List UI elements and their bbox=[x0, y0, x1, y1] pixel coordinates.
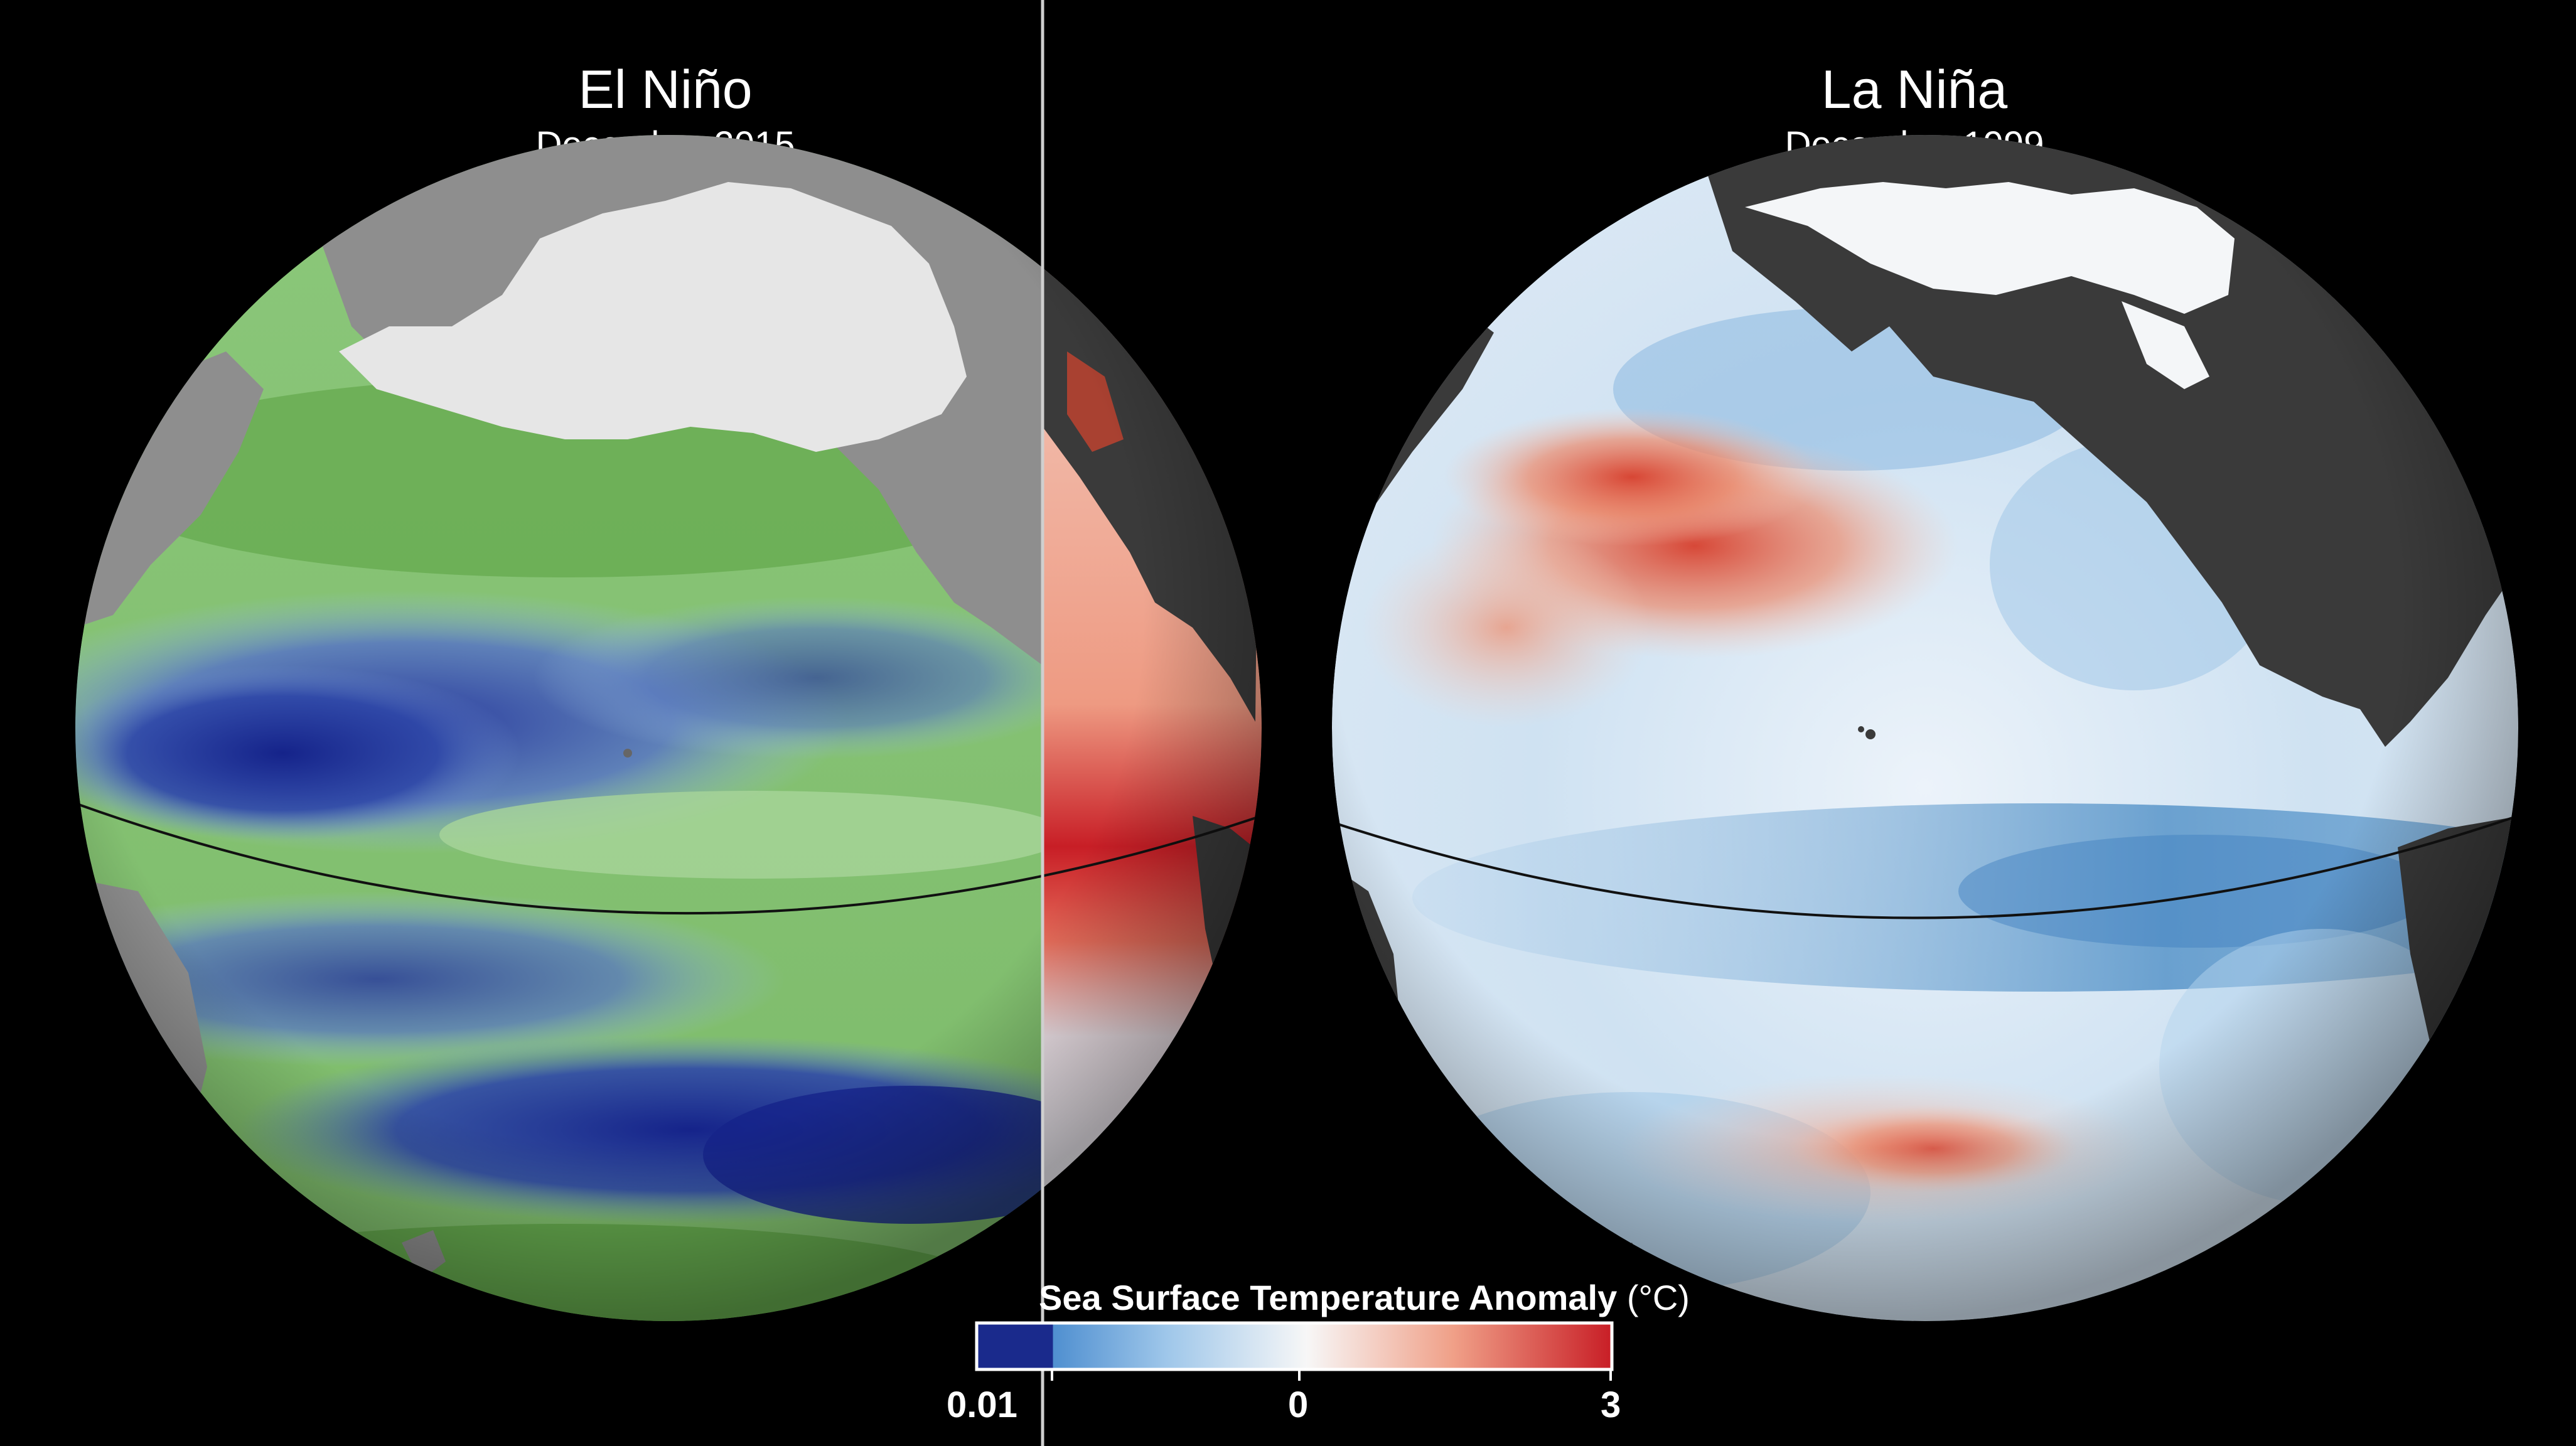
legend-tick-mid: 0 bbox=[1288, 1384, 1309, 1425]
legend-unit: (°C) bbox=[1626, 1278, 1690, 1317]
legend-title: Sea Surface Temperature Anomaly (°C) bbox=[1039, 1277, 1690, 1318]
el-nino-globe bbox=[75, 135, 1262, 1321]
legend-title-text: Sea Surface Temperature Anomaly bbox=[1039, 1278, 1618, 1317]
legend-tick-max: 3 bbox=[1601, 1384, 1621, 1425]
right-panel-title: La Niña bbox=[1821, 60, 2008, 120]
legend-colorbar bbox=[975, 1321, 1614, 1381]
legend-tick-min: 0.01 bbox=[947, 1384, 1017, 1425]
left-panel-title: El Niño bbox=[578, 60, 753, 120]
la-nina-globe bbox=[1332, 135, 2518, 1321]
